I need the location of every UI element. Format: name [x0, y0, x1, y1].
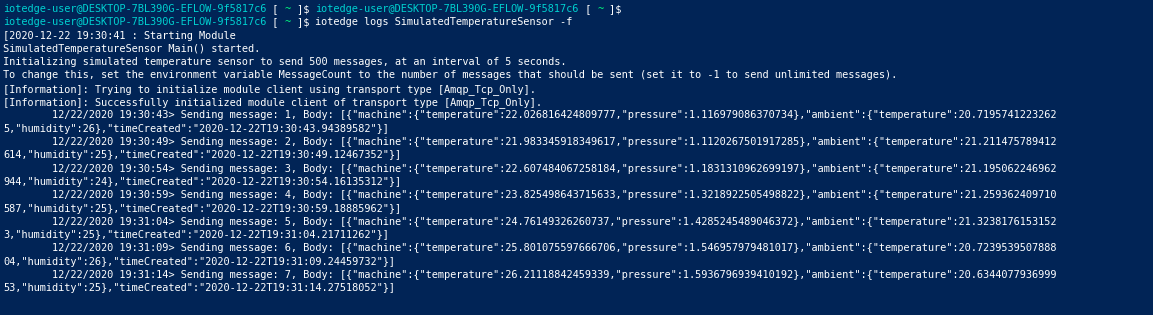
Text: ]$: ]$ — [291, 4, 316, 14]
Text: [: [ — [579, 4, 597, 14]
Text: iotedge-user@DESKTOP-7BL390G-EFLOW-9f5817c6: iotedge-user@DESKTOP-7BL390G-EFLOW-9f581… — [3, 17, 266, 27]
Text: [2020-12-22 19:30:41 : Starting Module: [2020-12-22 19:30:41 : Starting Module — [3, 31, 235, 41]
Text: 53,"humidity":25},"timeCreated":"2020-12-22T19:31:14.27518052"}]: 53,"humidity":25},"timeCreated":"2020-12… — [3, 283, 395, 293]
Text: iotedge-user@DESKTOP-7BL390G-EFLOW-9f5817c6: iotedge-user@DESKTOP-7BL390G-EFLOW-9f581… — [316, 4, 579, 14]
Text: 12/22/2020 19:30:59> Sending message: 4, Body: [{"machine":{"temperature":23.825: 12/22/2020 19:30:59> Sending message: 4,… — [3, 190, 1056, 200]
Text: ~: ~ — [285, 4, 291, 14]
Text: 12/22/2020 19:30:54> Sending message: 3, Body: [{"machine":{"temperature":22.607: 12/22/2020 19:30:54> Sending message: 3,… — [3, 163, 1056, 174]
Text: ~: ~ — [285, 17, 291, 27]
Text: [Information]: Successfully initialized module client of transport type [Amqp_Tc: [Information]: Successfully initialized … — [3, 97, 542, 108]
Text: ~: ~ — [597, 4, 603, 14]
Text: To change this, set the environment variable MessageCount to the number of messa: To change this, set the environment vari… — [3, 71, 897, 81]
Text: 3,"humidity":25},"timeCreated":"2020-12-22T19:31:04.21711262"}]: 3,"humidity":25},"timeCreated":"2020-12-… — [3, 230, 389, 240]
Text: 587,"humidity":25},"timeCreated":"2020-12-22T19:30:59.18885962"}]: 587,"humidity":25},"timeCreated":"2020-1… — [3, 203, 401, 214]
Text: SimulatedTemperatureSensor Main() started.: SimulatedTemperatureSensor Main() starte… — [3, 44, 261, 54]
Text: 614,"humidity":25},"timeCreated":"2020-12-22T19:30:49.12467352"}]: 614,"humidity":25},"timeCreated":"2020-1… — [3, 150, 401, 160]
Text: iotedge-user@DESKTOP-7BL390G-EFLOW-9f5817c6: iotedge-user@DESKTOP-7BL390G-EFLOW-9f581… — [3, 4, 266, 14]
Text: 12/22/2020 19:31:04> Sending message: 5, Body: [{"machine":{"temperature":24.761: 12/22/2020 19:31:04> Sending message: 5,… — [3, 217, 1056, 227]
Text: 944,"humidity":24},"timeCreated":"2020-12-22T19:30:54.16135312"}]: 944,"humidity":24},"timeCreated":"2020-1… — [3, 177, 401, 187]
Text: ]$: ]$ — [291, 17, 316, 27]
Text: [: [ — [266, 4, 285, 14]
Text: 12/22/2020 19:30:43> Sending message: 1, Body: [{"machine":{"temperature":22.026: 12/22/2020 19:30:43> Sending message: 1,… — [3, 110, 1056, 120]
Text: ]$: ]$ — [603, 4, 621, 14]
Text: 12/22/2020 19:31:09> Sending message: 6, Body: [{"machine":{"temperature":25.801: 12/22/2020 19:31:09> Sending message: 6,… — [3, 243, 1056, 253]
Text: 04,"humidity":26},"timeCreated":"2020-12-22T19:31:09.24459732"}]: 04,"humidity":26},"timeCreated":"2020-12… — [3, 257, 395, 267]
Text: 12/22/2020 19:30:49> Sending message: 2, Body: [{"machine":{"temperature":21.983: 12/22/2020 19:30:49> Sending message: 2,… — [3, 137, 1056, 147]
Text: [: [ — [266, 17, 285, 27]
Text: iotedge logs SimulatedTemperatureSensor -f: iotedge logs SimulatedTemperatureSensor … — [316, 17, 573, 27]
Text: [Information]: Trying to initialize module client using transport type [Amqp_Tcp: [Information]: Trying to initialize modu… — [3, 84, 536, 95]
Text: 12/22/2020 19:31:14> Sending message: 7, Body: [{"machine":{"temperature":26.211: 12/22/2020 19:31:14> Sending message: 7,… — [3, 270, 1056, 280]
Text: 5,"humidity":26},"timeCreated":"2020-12-22T19:30:43.94389582"}]: 5,"humidity":26},"timeCreated":"2020-12-… — [3, 124, 389, 134]
Text: Initializing simulated temperature sensor to send 500 messages, at an interval o: Initializing simulated temperature senso… — [3, 57, 566, 67]
